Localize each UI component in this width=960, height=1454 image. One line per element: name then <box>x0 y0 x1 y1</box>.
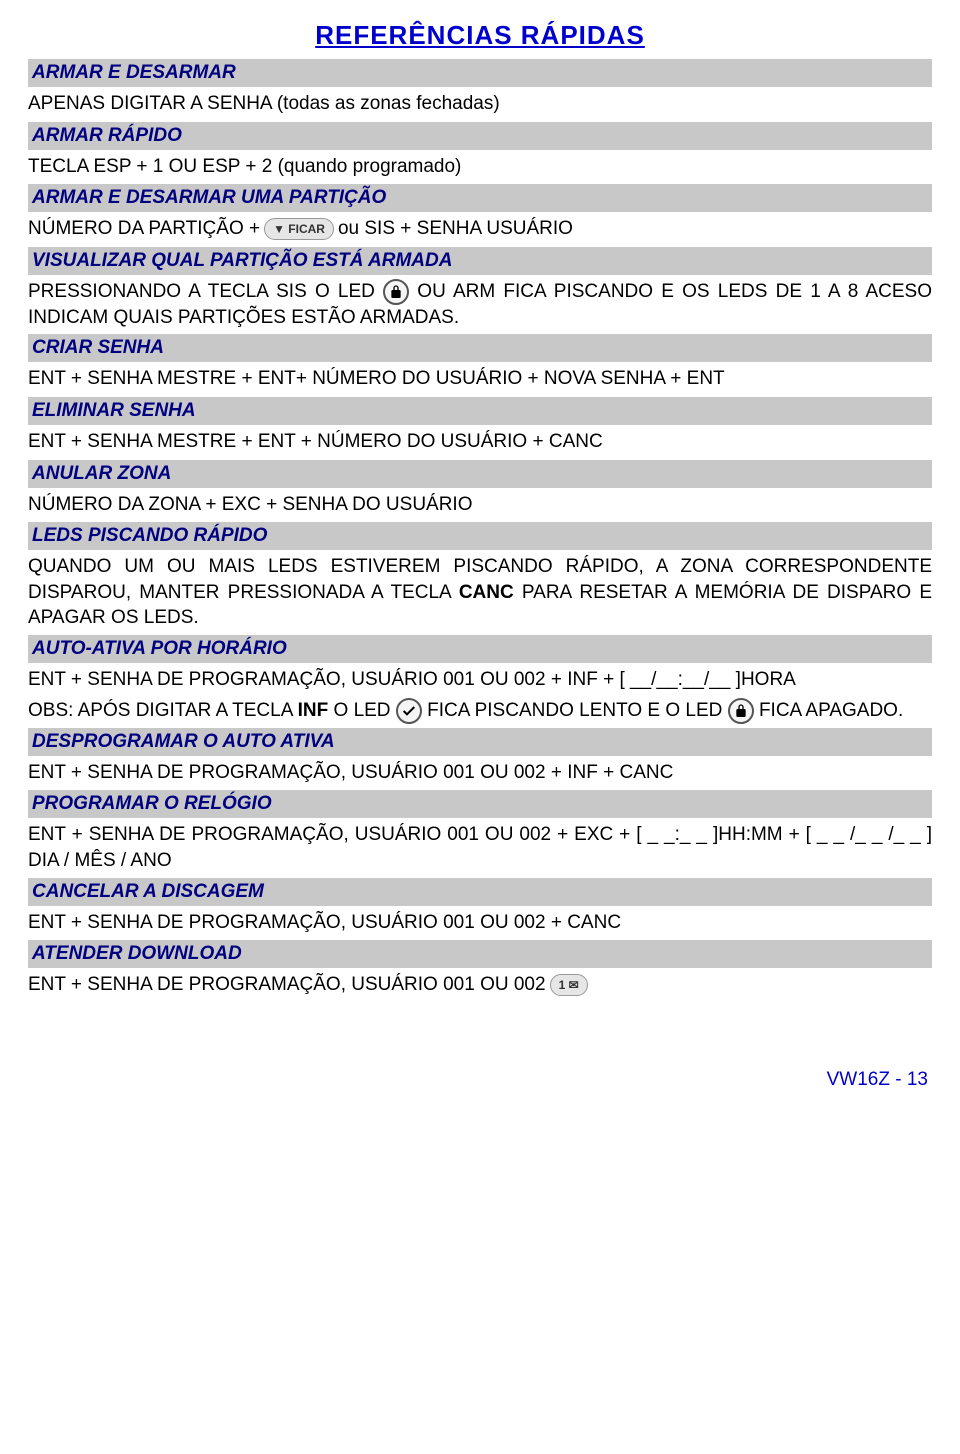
text: ENT + SENHA DE PROGRAMAÇÃO, USUÁRIO 001 … <box>28 824 932 871</box>
text: TECLA ESP + 1 OU ESP + 2 (quando program… <box>28 154 461 181</box>
heading-programar-relogio: PROGRAMAR O RELÓGIO <box>28 790 932 818</box>
body-armar-desarmar: APENAS DIGITAR A SENHA (todas as zonas f… <box>28 91 932 118</box>
heading-anular-zona: ANULAR ZONA <box>28 460 932 488</box>
body-eliminar-senha: ENT + SENHA MESTRE + ENT + NÚMERO DO USU… <box>28 429 932 456</box>
body-auto-ativa-obs: OBS: APÓS DIGITAR A TECLA INF O LED FICA… <box>28 698 932 724</box>
text: ENT + SENHA DE PROGRAMAÇÃO, USUÁRIO 001 … <box>28 910 621 937</box>
body-leds-piscando: QUANDO UM OU MAIS LEDS ESTIVEREM PISCAND… <box>28 554 932 631</box>
heading-eliminar-senha: ELIMINAR SENHA <box>28 397 932 425</box>
body-visualizar: PRESSIONANDO A TECLA SIS O LED OU ARM FI… <box>28 279 932 331</box>
text-bold-canc: CANC <box>459 582 514 603</box>
obs-prefix: OBS: APÓS DIGITAR A TECLA <box>28 700 298 721</box>
heading-armar-rapido: ARMAR RÁPIDO <box>28 122 932 150</box>
text: ENT + SENHA MESTRE + ENT + NÚMERO DO USU… <box>28 429 603 456</box>
body-armar-rapido: TECLA ESP + 1 OU ESP + 2 (quando program… <box>28 154 932 181</box>
body-auto-ativa-1: ENT + SENHA DE PROGRAMAÇÃO, USUÁRIO 001 … <box>28 667 932 694</box>
heading-criar-senha: CRIAR SENHA <box>28 334 932 362</box>
text: NÚMERO DA ZONA + EXC + SENHA DO USUÁRIO <box>28 492 473 519</box>
body-criar-senha: ENT + SENHA MESTRE + ENT+ NÚMERO DO USUÁ… <box>28 366 932 393</box>
obs-mid1: O LED <box>328 700 396 721</box>
text: APENAS DIGITAR A SENHA (todas as zonas f… <box>28 91 500 118</box>
lock-icon <box>383 279 409 305</box>
heading-auto-ativa: AUTO-ATIVA POR HORÁRIO <box>28 635 932 663</box>
obs-suffix: FICA APAGADO. <box>759 700 903 721</box>
text-suffix: ou SIS + SENHA USUÁRIO <box>338 216 573 243</box>
heading-desprogramar: DESPROGRAMAR O AUTO ATIVA <box>28 728 932 756</box>
check-icon <box>396 698 422 724</box>
obs-mid2: FICA PISCANDO LENTO E O LED <box>427 700 728 721</box>
ficar-key-icon: ▼ FICAR <box>264 218 334 240</box>
one-mail-key-icon: 1 ✉ <box>550 974 588 996</box>
body-programar-relogio: ENT + SENHA DE PROGRAMAÇÃO, USUÁRIO 001 … <box>28 822 932 873</box>
obs-bold-inf: INF <box>298 700 329 721</box>
body-desprogramar: ENT + SENHA DE PROGRAMAÇÃO, USUÁRIO 001 … <box>28 760 932 787</box>
text: ENT + SENHA MESTRE + ENT+ NÚMERO DO USUÁ… <box>28 366 725 393</box>
text-prefix: ENT + SENHA DE PROGRAMAÇÃO, USUÁRIO 001 … <box>28 972 546 999</box>
text: ENT + SENHA DE PROGRAMAÇÃO, USUÁRIO 001 … <box>28 667 796 694</box>
body-armar-desarmar-particao: NÚMERO DA PARTIÇÃO + ▼ FICAR ou SIS + SE… <box>28 216 932 243</box>
heading-armar-desarmar-particao: ARMAR E DESARMAR UMA PARTIÇÃO <box>28 184 932 212</box>
body-anular-zona: NÚMERO DA ZONA + EXC + SENHA DO USUÁRIO <box>28 492 932 519</box>
lock-icon <box>728 698 754 724</box>
text-prefix: PRESSIONANDO A TECLA SIS O LED <box>28 281 375 302</box>
heading-atender-download: ATENDER DOWNLOAD <box>28 940 932 968</box>
text: ENT + SENHA DE PROGRAMAÇÃO, USUÁRIO 001 … <box>28 760 673 787</box>
heading-armar-desarmar: ARMAR E DESARMAR <box>28 59 932 87</box>
text-prefix: NÚMERO DA PARTIÇÃO + <box>28 216 260 243</box>
heading-leds-piscando: LEDS PISCANDO RÁPIDO <box>28 522 932 550</box>
body-atender-download: ENT + SENHA DE PROGRAMAÇÃO, USUÁRIO 001 … <box>28 972 932 999</box>
page-title: REFERÊNCIAS RÁPIDAS <box>28 20 932 51</box>
heading-cancelar-discagem: CANCELAR A DISCAGEM <box>28 878 932 906</box>
body-cancelar-discagem: ENT + SENHA DE PROGRAMAÇÃO, USUÁRIO 001 … <box>28 910 932 937</box>
heading-visualizar: VISUALIZAR QUAL PARTIÇÃO ESTÁ ARMADA <box>28 247 932 275</box>
page-footer: VW16Z - 13 <box>28 1069 932 1091</box>
